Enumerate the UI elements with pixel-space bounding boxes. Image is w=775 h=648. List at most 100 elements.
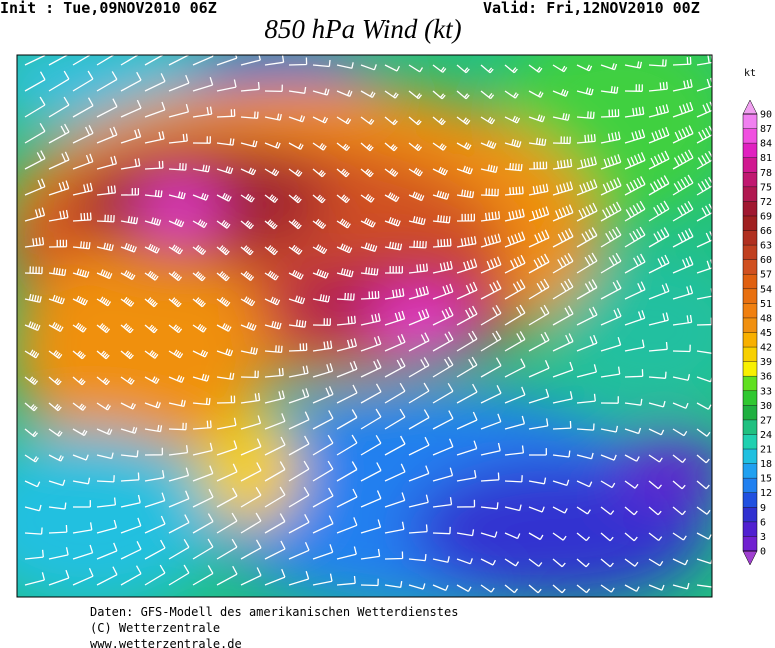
wind-barb xyxy=(360,519,382,534)
wind-barb xyxy=(432,90,446,100)
wind-barb xyxy=(168,162,187,171)
wind-barb xyxy=(528,506,545,513)
wind-barb xyxy=(192,192,209,201)
colorbar-label: 60 xyxy=(760,255,772,266)
wind-barb xyxy=(336,517,358,534)
wind-barb xyxy=(48,239,68,248)
wind-barb xyxy=(216,463,238,482)
wind-barb xyxy=(48,479,66,487)
wind-barb xyxy=(96,542,118,560)
wind-barb xyxy=(240,512,262,534)
wind-barb xyxy=(672,228,694,248)
wind-barb xyxy=(504,386,526,404)
wind-barb xyxy=(528,304,550,326)
wind-barb xyxy=(144,324,158,334)
wind-barb xyxy=(168,490,190,508)
wind-barb xyxy=(168,55,190,66)
wind-barb xyxy=(672,314,693,326)
wind-barb xyxy=(432,382,454,404)
wind-barb xyxy=(336,243,353,254)
wind-barb xyxy=(120,426,138,434)
wind-barb xyxy=(480,164,498,174)
wind-barb xyxy=(288,411,310,430)
wind-barb xyxy=(264,461,286,482)
wind-barb xyxy=(384,310,406,326)
wind-barb xyxy=(216,348,234,357)
wind-barb xyxy=(240,140,258,148)
wind-barb xyxy=(96,269,113,280)
wind-barb xyxy=(480,116,496,125)
colorbar-segment xyxy=(743,172,757,187)
wind-barb xyxy=(672,344,691,353)
wind-barb xyxy=(552,252,574,274)
wind-barb xyxy=(360,193,375,203)
wind-barb xyxy=(264,219,278,230)
wind-barb xyxy=(216,138,235,146)
wind-barb xyxy=(120,158,141,170)
wind-barb xyxy=(384,492,406,508)
wind-barb xyxy=(216,565,238,586)
colorbar-segment xyxy=(743,317,757,333)
wind-barb xyxy=(120,270,136,281)
wind-barb xyxy=(552,64,568,73)
wind-barb xyxy=(120,402,136,410)
wind-barb xyxy=(672,125,694,144)
wind-barb xyxy=(48,402,62,412)
wind-barb xyxy=(384,241,403,251)
wind-barb xyxy=(240,486,262,508)
wind-barb xyxy=(384,408,406,430)
wind-barb xyxy=(384,521,405,534)
wind-barb xyxy=(456,64,470,74)
wind-barb xyxy=(504,208,525,222)
wind-barb xyxy=(456,356,478,378)
wind-barb xyxy=(264,84,283,93)
wind-barb xyxy=(96,519,118,534)
wind-barb xyxy=(144,492,166,508)
wind-barb xyxy=(456,258,478,274)
wind-barb xyxy=(144,401,161,409)
colorbar-label: 81 xyxy=(760,153,772,164)
wind-barb xyxy=(216,487,238,508)
wind-barb xyxy=(144,350,159,359)
wind-barb xyxy=(264,568,286,586)
colorbar-segment xyxy=(743,143,757,158)
wind-barb xyxy=(288,388,310,404)
wind-barb xyxy=(24,349,40,359)
wind-barb xyxy=(168,375,185,383)
wind-barb xyxy=(72,454,89,461)
footer-line: (C) Wetterzentrale xyxy=(90,621,220,635)
wind-barb xyxy=(480,531,498,538)
wind-barb xyxy=(528,161,548,170)
wind-barb xyxy=(264,194,279,204)
colorbar-label: 24 xyxy=(760,430,772,441)
wind-barb xyxy=(456,584,472,592)
wind-barb xyxy=(192,373,210,382)
wind-barb xyxy=(696,402,712,410)
wind-barb xyxy=(240,539,262,560)
wind-barb xyxy=(264,390,285,404)
wind-barb xyxy=(696,428,711,437)
wind-barb xyxy=(672,402,689,409)
wind-barb xyxy=(600,558,614,568)
wind-barb xyxy=(624,310,646,326)
wind-barb xyxy=(144,131,165,144)
wind-barb xyxy=(312,544,334,560)
wind-barb xyxy=(96,126,118,144)
wind-barb xyxy=(96,155,118,170)
wind-barb xyxy=(216,296,231,307)
wind-barb xyxy=(192,136,211,144)
wind-barb xyxy=(576,87,594,96)
wind-barb xyxy=(24,266,43,275)
init-time: Init : Tue,09NOV2010 06Z xyxy=(0,0,217,17)
wind-barb xyxy=(576,506,591,515)
wind-barb xyxy=(552,361,574,378)
wind-barb xyxy=(576,452,594,460)
wind-barb xyxy=(288,115,306,123)
wind-barb xyxy=(72,350,86,360)
wind-barb xyxy=(120,215,139,225)
wind-barb xyxy=(696,55,712,66)
wind-barb xyxy=(168,191,186,200)
wind-barb xyxy=(288,244,303,255)
wind-barb xyxy=(600,201,622,222)
wind-barb xyxy=(648,532,663,542)
